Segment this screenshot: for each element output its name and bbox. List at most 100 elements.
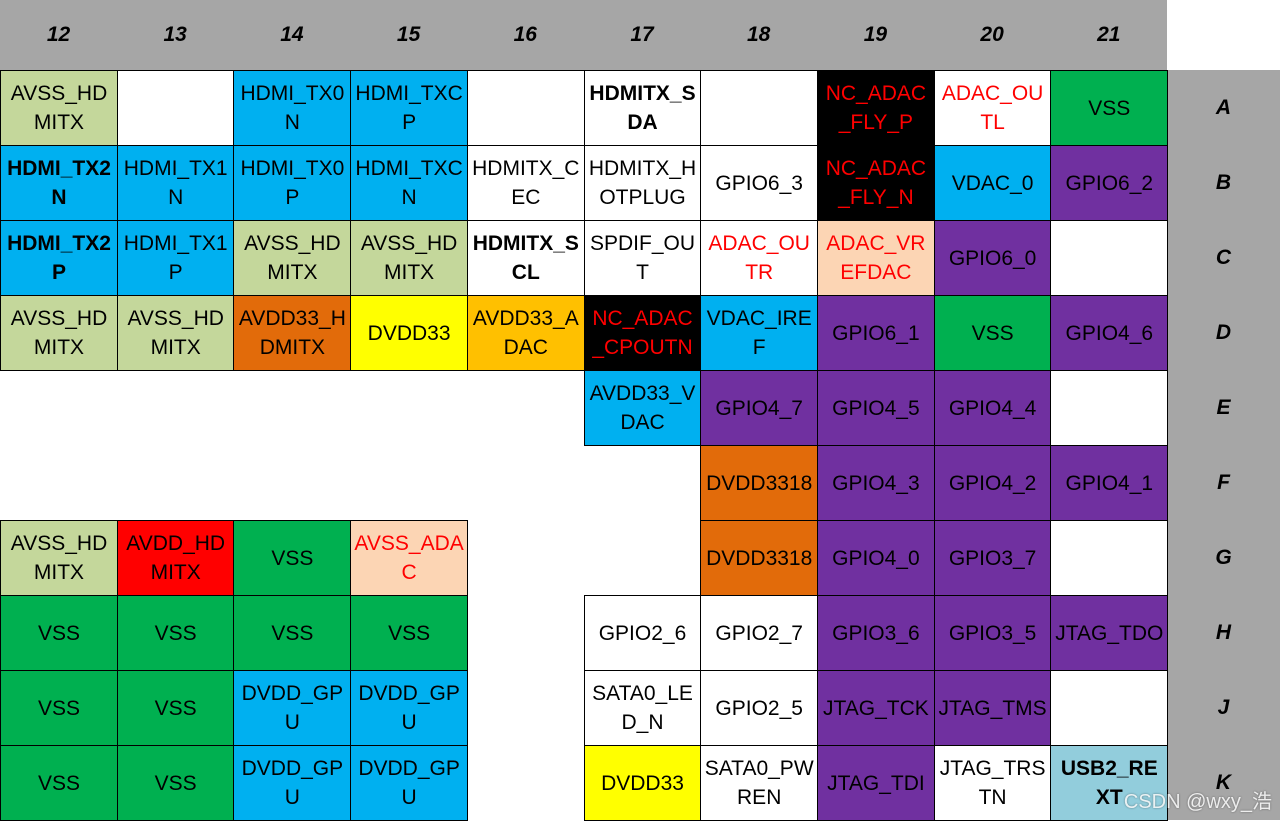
pin-cell-A19: NC_ADAC_FLY_P xyxy=(816,70,935,146)
column-header-13: 13 xyxy=(163,23,187,46)
pin-cell-H13: VSS xyxy=(116,595,235,671)
column-header-14: 14 xyxy=(280,23,304,46)
row-header-H: H xyxy=(1215,620,1232,644)
pin-cell-D13: AVSS_HDMITX xyxy=(116,295,235,371)
pin-cell-K17: DVDD33 xyxy=(583,745,702,821)
pin-cell-A17: HDMITX_SDA xyxy=(583,70,702,146)
pin-cell-J13: VSS xyxy=(116,670,235,746)
column-header-16: 16 xyxy=(513,23,537,46)
pin-cell-D21: GPIO4_6 xyxy=(1050,295,1169,371)
pin-cell-B18: GPIO6_3 xyxy=(700,145,819,221)
pin-cell-D14: AVDD33_HDMITX xyxy=(233,295,352,371)
pin-cell-B12: HDMI_TX2N xyxy=(0,145,118,221)
pin-cell-J12: VSS xyxy=(0,670,118,746)
pin-cell-K12: VSS xyxy=(0,745,118,821)
pin-cell-C21 xyxy=(1050,220,1169,296)
pin-cell-J15: DVDD_GPU xyxy=(350,670,469,746)
pin-cell-C15: AVSS_HDMITX xyxy=(350,220,469,296)
pin-cell-A20: ADAC_OUTL xyxy=(933,70,1052,146)
pin-cell-J14: DVDD_GPU xyxy=(233,670,352,746)
pin-cell-D17: NC_ADAC_CPOUTN xyxy=(583,295,702,371)
pin-cell-K13: VSS xyxy=(116,745,235,821)
pin-cell-G14: VSS xyxy=(233,520,352,596)
pin-cell-J21 xyxy=(1050,670,1169,746)
pin-cell-H15: VSS xyxy=(350,595,469,671)
pin-cell-K20: JTAG_TRSTN xyxy=(933,745,1052,821)
pin-cell-G18: DVDD3318 xyxy=(700,520,819,596)
pin-cell-G19: GPIO4_0 xyxy=(816,520,935,596)
pin-cell-A13 xyxy=(116,70,235,146)
pin-cell-C12: HDMI_TX2P xyxy=(0,220,118,296)
pin-cell-E18: GPIO4_7 xyxy=(700,370,819,446)
pin-cell-B20: VDAC_0 xyxy=(933,145,1052,221)
pin-cell-J17: SATA0_LED_N xyxy=(583,670,702,746)
pin-cell-C20: GPIO6_0 xyxy=(933,220,1052,296)
pin-cell-A21: VSS xyxy=(1050,70,1169,146)
pin-cell-B16: HDMITX_CEC xyxy=(466,145,585,221)
pin-cell-A14: HDMI_TX0N xyxy=(233,70,352,146)
pin-cell-H21: JTAG_TDO xyxy=(1050,595,1169,671)
pin-cell-C14: AVSS_HDMITX xyxy=(233,220,352,296)
pin-cell-J20: JTAG_TMS xyxy=(933,670,1052,746)
pin-cell-K14: DVDD_GPU xyxy=(233,745,352,821)
row-header-K: K xyxy=(1215,770,1232,794)
pin-cell-H12: VSS xyxy=(0,595,118,671)
row-header-bar: A B C D E F G H J K xyxy=(1167,70,1280,820)
pin-cell-D19: GPIO6_1 xyxy=(816,295,935,371)
row-header-D: D xyxy=(1215,320,1232,344)
pin-cell-D18: VDAC_IREF xyxy=(700,295,819,371)
pin-cell-E20: GPIO4_4 xyxy=(933,370,1052,446)
pin-cell-H17: GPIO2_6 xyxy=(583,595,702,671)
pin-cell-K21: USB2_REXT xyxy=(1050,745,1169,821)
pin-cell-K15: DVDD_GPU xyxy=(350,745,469,821)
pin-cell-H19: GPIO3_6 xyxy=(816,595,935,671)
pin-cell-B14: HDMI_TX0P xyxy=(233,145,352,221)
pin-cell-B15: HDMI_TXCN xyxy=(350,145,469,221)
pin-cell-E19: GPIO4_5 xyxy=(816,370,935,446)
pin-cell-G13: AVDD_HDMITX xyxy=(116,520,235,596)
pin-cell-A18 xyxy=(700,70,819,146)
column-header-17: 17 xyxy=(630,23,654,46)
row-header-A: A xyxy=(1215,95,1232,119)
pin-cell-A15: HDMI_TXCP xyxy=(350,70,469,146)
pin-cell-F21: GPIO4_1 xyxy=(1050,445,1169,521)
column-header-21: 21 xyxy=(1097,23,1121,46)
pin-cell-C19: ADAC_VREFDAC xyxy=(816,220,935,296)
row-header-F: F xyxy=(1217,470,1230,494)
row-header-G: G xyxy=(1215,545,1232,569)
column-header-18: 18 xyxy=(747,23,771,46)
pin-cell-C17: SPDIF_OUT xyxy=(583,220,702,296)
pin-cell-E21 xyxy=(1050,370,1169,446)
pin-cell-B21: GPIO6_2 xyxy=(1050,145,1169,221)
pin-cell-D16: AVDD33_ADAC xyxy=(466,295,585,371)
watermark: CSDN @wxy_浩 xyxy=(1123,791,1272,813)
pin-cell-K19: JTAG_TDI xyxy=(816,745,935,821)
pin-cell-C18: ADAC_OUTR xyxy=(700,220,819,296)
pin-cell-G21 xyxy=(1050,520,1169,596)
column-header-20: 20 xyxy=(980,23,1004,46)
pin-cell-F18: DVDD3318 xyxy=(700,445,819,521)
row-header-E: E xyxy=(1216,395,1231,419)
pin-cell-H20: GPIO3_5 xyxy=(933,595,1052,671)
pin-cell-A16 xyxy=(466,70,585,146)
pin-cell-B13: HDMI_TX1N xyxy=(116,145,235,221)
pin-cell-E17: AVDD33_VDAC xyxy=(583,370,702,446)
column-header-bar: 12 13 14 15 16 17 18 19 20 21 xyxy=(0,0,1167,70)
pin-cell-B17: HDMITX_HOTPLUG xyxy=(583,145,702,221)
pin-cell-C13: HDMI_TX1P xyxy=(116,220,235,296)
pin-cell-G15: AVSS_ADAC xyxy=(350,520,469,596)
pin-cell-G12: AVSS_HDMITX xyxy=(0,520,118,596)
pin-cell-H18: GPIO2_7 xyxy=(700,595,819,671)
pin-cell-B19: NC_ADAC_FLY_N xyxy=(816,145,935,221)
pin-cell-G20: GPIO3_7 xyxy=(933,520,1052,596)
pin-cell-A12: AVSS_HDMITX xyxy=(0,70,118,146)
pin-cell-C16: HDMITX_SCL xyxy=(466,220,585,296)
row-header-J: J xyxy=(1217,695,1230,719)
pin-cell-F19: GPIO4_3 xyxy=(816,445,935,521)
pin-cell-J18: GPIO2_5 xyxy=(700,670,819,746)
pin-cell-F20: GPIO4_2 xyxy=(933,445,1052,521)
pin-cell-K18: SATA0_PWREN xyxy=(700,745,819,821)
pin-cell-H14: VSS xyxy=(233,595,352,671)
pin-cell-D20: VSS xyxy=(933,295,1052,371)
pin-cell-D15: DVDD33 xyxy=(350,295,469,371)
